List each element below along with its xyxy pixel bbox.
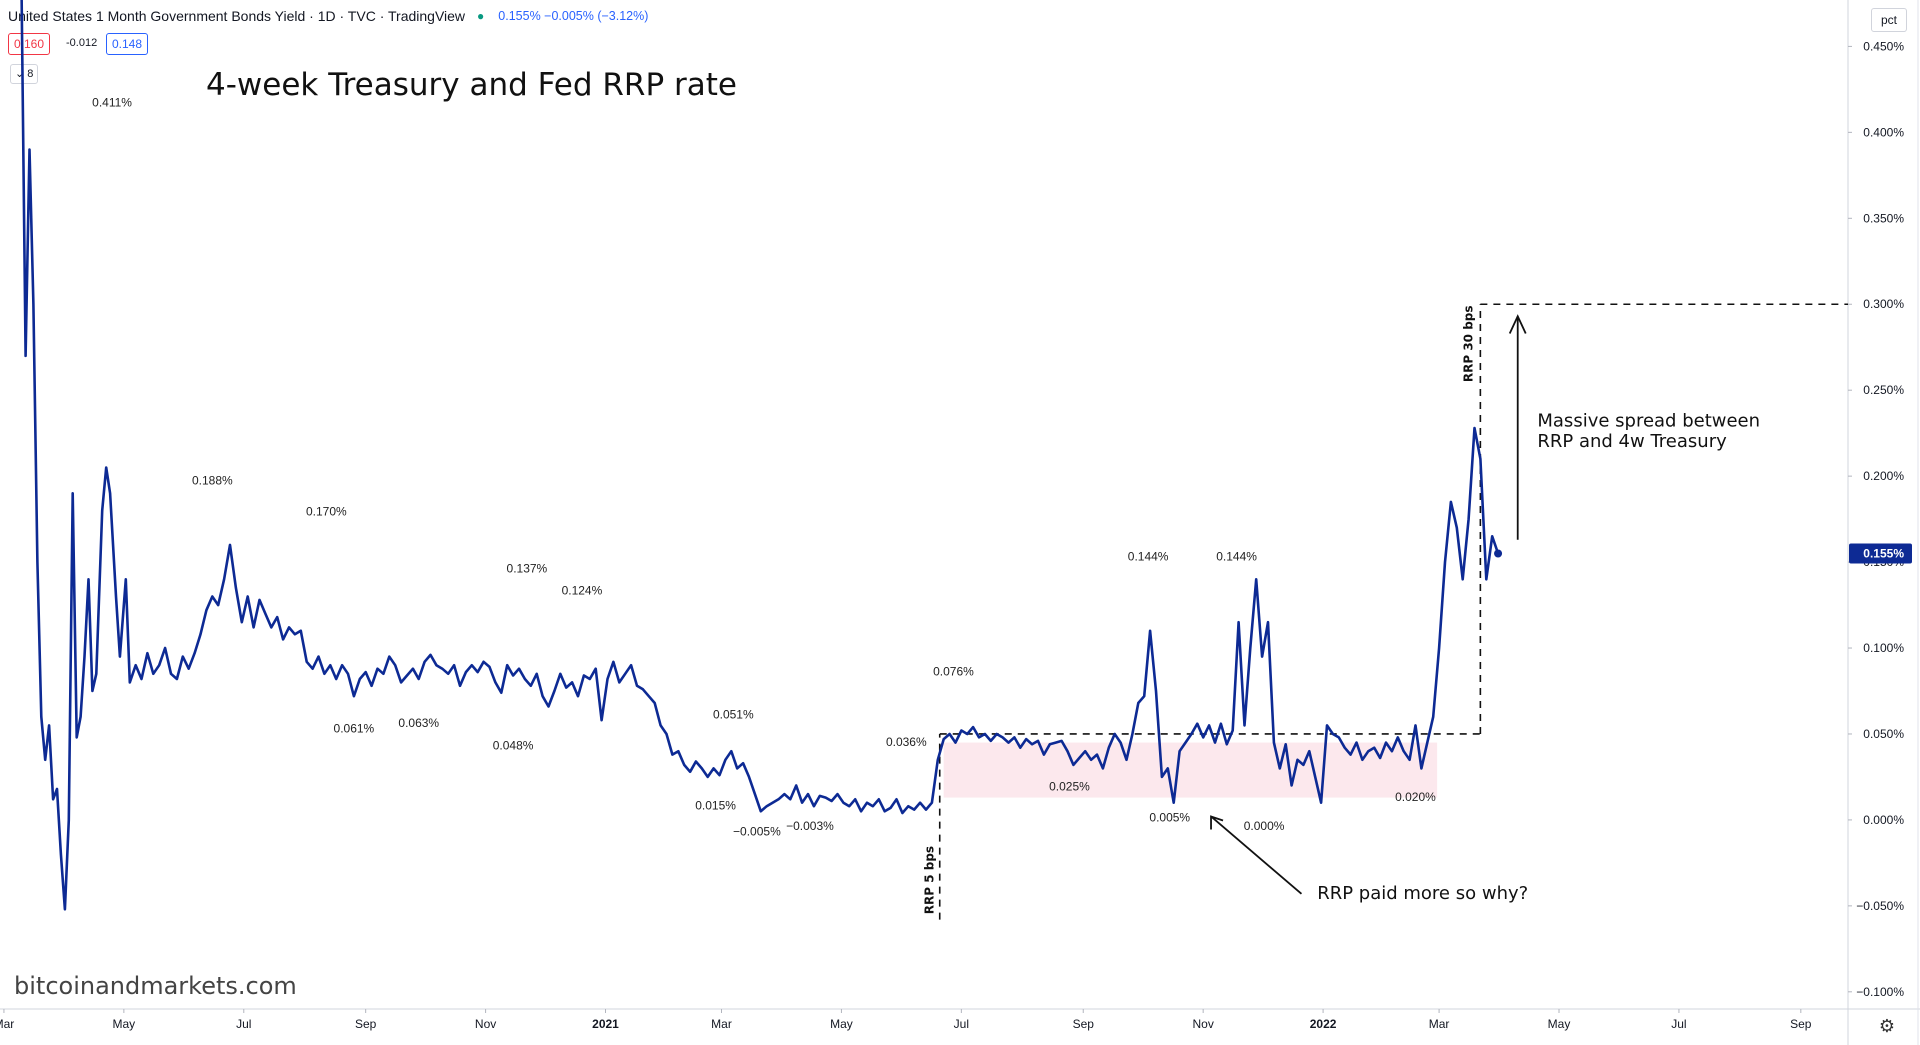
series-layer — [20, 0, 1503, 911]
point-label: 0.036% — [886, 735, 927, 749]
x-tick-label: May — [1548, 1017, 1571, 1031]
chevron-down-icon: ⌄ — [15, 68, 25, 80]
current-value-label: 0.155% — [1863, 546, 1904, 560]
spread-note-line1: Massive spread between — [1537, 410, 1760, 431]
spread-value: -0.012 — [64, 33, 100, 53]
point-label: 0.025% — [1049, 780, 1090, 794]
annotations: RRP 5 bps RRP 30 bps Massive spread betwee… — [923, 305, 1760, 914]
point-label: 0.048% — [493, 738, 534, 752]
point-label: 0.020% — [1395, 790, 1436, 804]
y-tick-label: −0.050% — [1856, 899, 1904, 913]
gear-icon[interactable]: ⚙ — [1878, 1016, 1896, 1036]
rrp-30-label: RRP 30 bps — [1461, 305, 1475, 382]
point-label: 0.188% — [192, 474, 233, 488]
y-tick-label: 0.400% — [1863, 125, 1904, 139]
x-tick-label: Nov — [475, 1017, 496, 1031]
x-tick-label: Mar — [711, 1017, 732, 1031]
chart-header: United States 1 Month Government Bonds Y… — [8, 8, 648, 24]
point-label: 0.144% — [1216, 549, 1257, 563]
x-tick-label: May — [113, 1017, 136, 1031]
time-axis[interactable]: Mar May Jul Sep Nov 2021 Mar May Jul Sep Nov 2022 Ma… — [0, 1009, 1812, 1031]
point-label: 0.076% — [933, 665, 974, 679]
series-line-0 — [20, 0, 1500, 911]
watermark: bitcoinandmarkets.com — [14, 972, 297, 1000]
unit-button[interactable]: pct — [1871, 8, 1907, 32]
point-label: 0.170% — [306, 505, 347, 519]
y-tick-label: 0.100% — [1863, 641, 1904, 655]
question-note: RRP paid more so why? — [1317, 883, 1528, 904]
point-label: 0.000% — [1244, 819, 1285, 833]
x-tick-label: Sep — [355, 1017, 377, 1031]
point-label: 0.015% — [695, 799, 736, 813]
x-tick-label: Sep — [1790, 1017, 1812, 1031]
point-labels: 0.411% 0.188% 0.170% 0.137% 0.124% 0.061% 0.06… — [92, 96, 1436, 839]
indicators-count: 8 — [27, 68, 34, 80]
y-tick-label: −0.100% — [1856, 985, 1904, 999]
y-tick-label: 0.200% — [1863, 469, 1904, 483]
current-value-badge — [1849, 543, 1912, 564]
y-tick-label: 0.000% — [1863, 813, 1904, 827]
y-tick-label: 0.250% — [1863, 383, 1904, 397]
x-tick-label: 2021 — [592, 1017, 619, 1031]
point-label: 0.063% — [398, 716, 439, 730]
point-label: 0.144% — [1128, 549, 1169, 563]
point-label: 0.005% — [1149, 811, 1190, 825]
market-status-icon: ● — [477, 9, 485, 23]
data-point — [1494, 549, 1503, 558]
point-label: 0.137% — [507, 561, 548, 575]
buy-button[interactable]: 0.148 — [106, 33, 149, 55]
x-tick-label: Jul — [1671, 1017, 1686, 1031]
rrp-5-label: RRP 5 bps — [923, 846, 937, 914]
y-tick-label: 0.350% — [1863, 211, 1904, 225]
indicators-toggle[interactable]: ⌄ 8 — [10, 64, 39, 84]
y-tick-label: 0.300% — [1863, 297, 1904, 311]
point-label: 0.061% — [334, 721, 375, 735]
question-arrow — [1210, 815, 1303, 895]
y-tick-label: 0.050% — [1863, 727, 1904, 741]
point-label: −0.005% — [733, 824, 781, 838]
chart-title: 4-week Treasury and Fed RRP rate — [206, 67, 737, 103]
rrp-dashed-guides — [938, 303, 1848, 920]
y-tick-label: 0.450% — [1863, 39, 1904, 53]
point-label: 0.051% — [713, 708, 754, 722]
x-tick-label: Jul — [236, 1017, 251, 1031]
x-tick-label: May — [830, 1017, 853, 1031]
x-tick-label: 2022 — [1310, 1017, 1337, 1031]
point-label: 0.124% — [562, 584, 603, 598]
x-tick-label: Nov — [1192, 1017, 1213, 1031]
rrp-shaded-region — [943, 742, 1438, 798]
x-tick-label: Mar — [1429, 1017, 1450, 1031]
x-tick-label: Jul — [954, 1017, 969, 1031]
x-tick-label: Mar — [0, 1017, 14, 1031]
price-scale[interactable]: 0.450% 0.400% 0.350% 0.300% 0.250% 0.200% 0.15… — [1848, 39, 1912, 999]
point-label: 0.411% — [92, 96, 132, 110]
last-quote: 0.155% −0.005% (−3.12%) — [498, 9, 649, 23]
symbol-title[interactable]: United States 1 Month Government Bonds Y… — [8, 8, 466, 24]
point-label: −0.003% — [786, 819, 834, 833]
question-arrow-head — [1210, 815, 1224, 830]
spread-arrow-head — [1508, 314, 1527, 334]
spread-note-line2: RRP and 4w Treasury — [1537, 431, 1727, 452]
x-tick-label: Sep — [1073, 1017, 1095, 1031]
